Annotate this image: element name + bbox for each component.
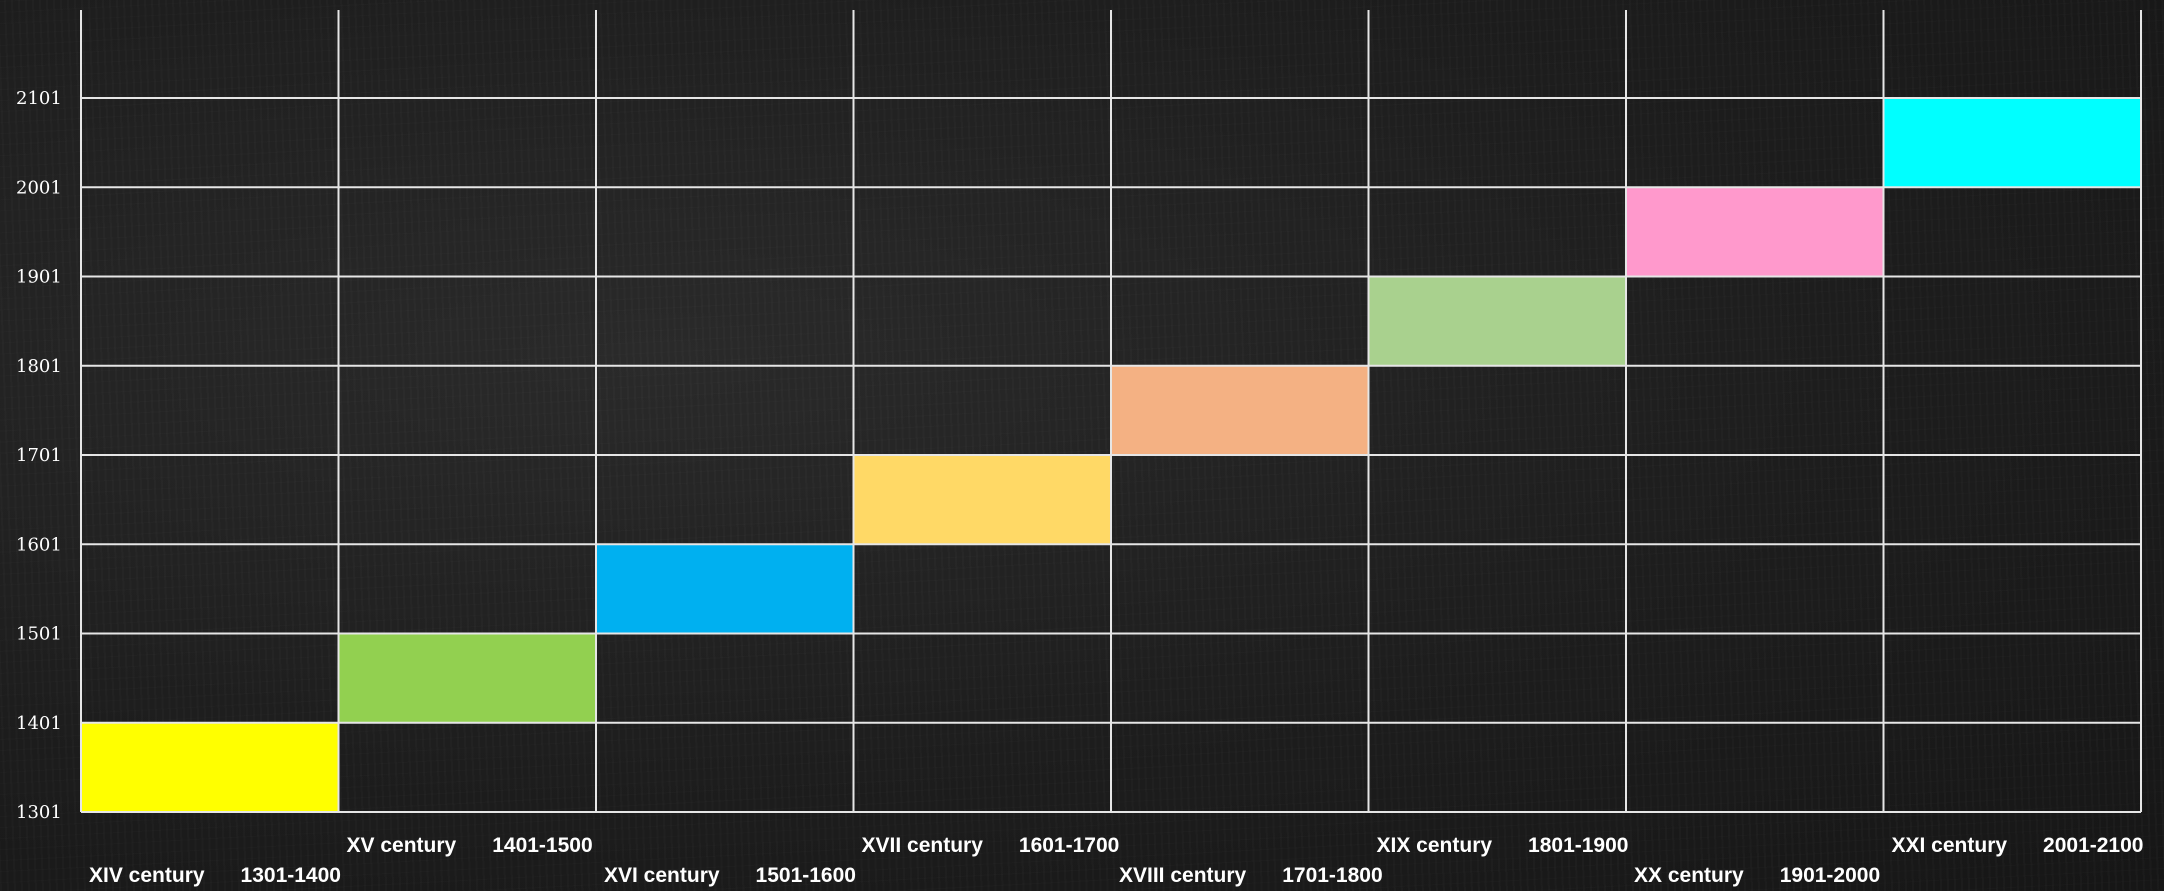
category-label: XV century 1401-1500 (347, 834, 593, 857)
y-tick-label: 1801 (16, 356, 62, 377)
category-name: XV century (347, 834, 457, 857)
bars-layer (81, 98, 2141, 812)
y-tick-label: 1401 (16, 713, 62, 734)
bar-8 (1883, 98, 2141, 188)
category-name: XVI century (604, 864, 720, 887)
bar-4 (853, 455, 1111, 545)
y-tick-label: 1601 (16, 534, 62, 555)
category-range: 1701-1800 (1282, 864, 1382, 887)
category-name: XVII century (862, 834, 984, 857)
category-label: XVIII century 1701-1800 (1119, 864, 1383, 887)
category-label: XIX century 1801-1900 (1377, 834, 1629, 857)
y-tick-label: 1701 (16, 445, 62, 466)
y-tick-label: 1301 (16, 802, 62, 823)
category-label: XVI century 1501-1600 (604, 864, 856, 887)
grid-layer (80, 10, 2142, 813)
category-name: XVIII century (1119, 864, 1247, 887)
category-range: 1401-1500 (492, 834, 592, 857)
category-name: XIV century (89, 864, 205, 887)
bar-7 (1626, 187, 1884, 277)
category-range: 2001-2100 (2043, 834, 2143, 857)
y-tick-label: 1901 (16, 267, 62, 288)
category-label: XXI century 2001-2100 (1892, 834, 2144, 857)
y-tick-label: 2101 (16, 88, 62, 109)
category-label: XX century 1901-2000 (1634, 864, 1880, 887)
bar-1 (81, 722, 339, 812)
bar-5 (1111, 365, 1369, 455)
category-name: XIX century (1377, 834, 1493, 857)
category-label: XVII century 1601-1700 (862, 834, 1120, 857)
y-tick-label: 1501 (16, 624, 62, 645)
bar-6 (1368, 276, 1626, 366)
category-name: XXI century (1892, 834, 2008, 857)
category-name: XX century (1634, 864, 1744, 887)
y-tick-label: 2001 (16, 177, 62, 198)
y-axis-ticks: 1301 1401 1501 1601 1701 1801 1901 2001 2101 (16, 88, 62, 823)
category-range: 1801-1900 (1528, 834, 1628, 857)
category-label: XIV century 1301-1400 (89, 864, 341, 887)
bar-2 (338, 633, 596, 723)
category-range: 1301-1400 (241, 864, 341, 887)
category-range: 1601-1700 (1019, 834, 1119, 857)
category-range: 1501-1600 (756, 864, 856, 887)
bar-3 (596, 544, 854, 634)
category-range: 1901-2000 (1780, 864, 1880, 887)
